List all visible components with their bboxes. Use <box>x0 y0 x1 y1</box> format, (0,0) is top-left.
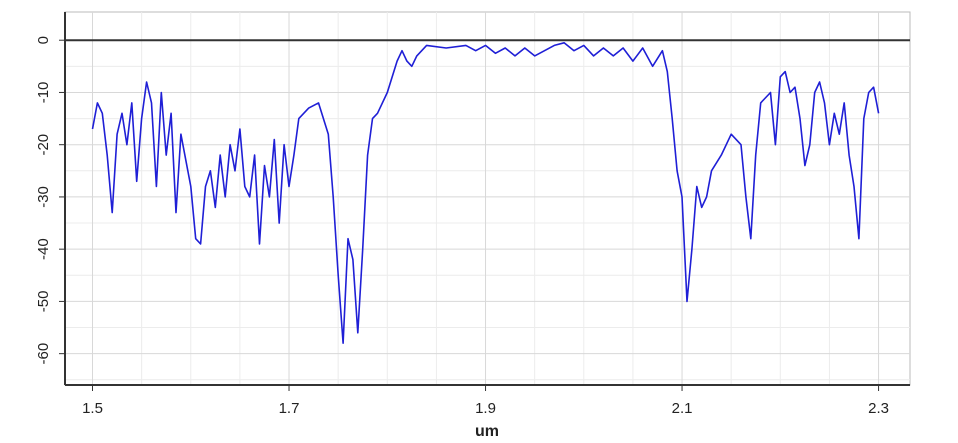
x-axis-label: um <box>475 423 499 440</box>
plot-area <box>64 11 911 386</box>
y-tick-label: -40 <box>35 238 52 260</box>
y-tick-label: 0 <box>35 36 52 44</box>
y-tick-label: -30 <box>35 186 52 208</box>
x-tick-label: 1.9 <box>475 400 496 417</box>
x-tick-label: 2.1 <box>672 400 693 417</box>
y-tick-label: -10 <box>35 82 52 104</box>
x-tick-label: 1.5 <box>82 400 103 417</box>
line-series <box>91 42 880 344</box>
y-tick-label: -50 <box>35 291 52 313</box>
x-tick-label: 1.7 <box>279 400 300 417</box>
x-tick-label: 2.3 <box>868 400 889 417</box>
y-tick-label: -60 <box>35 343 52 365</box>
y-tick-label: -20 <box>35 134 52 156</box>
